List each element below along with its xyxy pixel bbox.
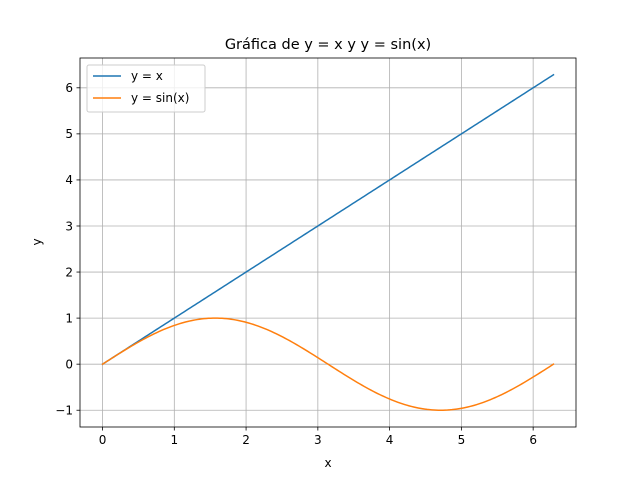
x-axis-label: x — [324, 456, 331, 470]
y-tick-label: 3 — [65, 219, 73, 233]
plot-area — [80, 58, 576, 427]
y-tick-label: 2 — [65, 265, 73, 279]
y-axis-label: y — [30, 238, 44, 245]
y-tick-label: −1 — [55, 404, 73, 418]
series-layer — [101, 73, 555, 411]
x-tick-label: 1 — [170, 433, 178, 447]
x-tick-label: 5 — [458, 433, 466, 447]
x-tick-label: 0 — [99, 433, 107, 447]
legend-label-line: y = x — [131, 69, 163, 83]
y-tick-label: 5 — [65, 127, 73, 141]
series-line-y-equals-sin-x — [101, 317, 555, 411]
x-tick-label: 6 — [529, 433, 537, 447]
legend: y = x y = sin(x) — [86, 64, 206, 113]
ticks — [76, 87, 534, 431]
chart-title: Gráfica de y = x y y = sin(x) — [225, 37, 431, 53]
y-tick-label: 4 — [65, 173, 73, 187]
legend-label-sin: y = sin(x) — [131, 91, 189, 105]
y-tick-labels: −1 0 1 2 3 4 5 6 — [55, 81, 73, 417]
y-tick-label: 1 — [65, 311, 73, 325]
series-line-y-equals-x — [101, 73, 555, 366]
y-tick-label: 6 — [65, 81, 73, 95]
y-tick-label: 0 — [65, 357, 73, 371]
x-tick-label: 4 — [386, 433, 394, 447]
x-tick-label: 2 — [242, 433, 250, 447]
plot-frame — [79, 57, 577, 428]
grid — [80, 58, 576, 427]
x-tick-label: 3 — [314, 433, 322, 447]
x-tick-labels: 0 1 2 3 4 5 6 — [99, 433, 537, 447]
